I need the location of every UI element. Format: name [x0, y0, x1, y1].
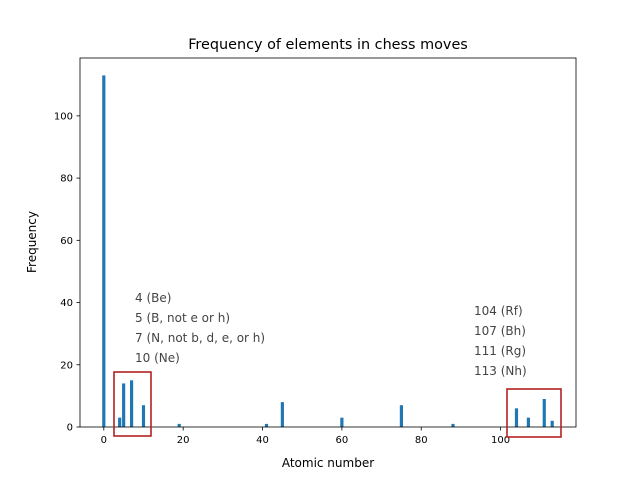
bar-45	[280, 402, 284, 427]
bar-19	[177, 423, 181, 427]
annotation-left-line: 7 (N, not b, d, e, or h)	[135, 331, 265, 345]
y-axis-label: Frequency	[25, 211, 39, 273]
bars	[102, 75, 554, 427]
bar-113	[550, 420, 554, 427]
annotation-left-line: 10 (Ne)	[135, 351, 180, 365]
y-tick-label: 40	[60, 298, 73, 309]
bar-88	[451, 423, 455, 427]
y-tick-label: 80	[60, 174, 73, 185]
bar-104	[514, 408, 519, 427]
x-tick-label: 0	[101, 435, 107, 446]
plot-frame	[79, 57, 577, 428]
bar-4	[118, 417, 122, 427]
annotation-left-line: 5 (B, not e or h)	[135, 311, 230, 325]
y-tick-label: 100	[54, 111, 73, 122]
bar-107	[526, 417, 530, 427]
annotation-left: 4 (Be) 5 (B, not e or h) 7 (N, not b, d,…	[135, 291, 265, 365]
x-tick-label: 40	[256, 435, 269, 446]
bar-75	[399, 405, 403, 427]
highlight-box-right	[506, 388, 562, 438]
bar-7	[129, 380, 134, 427]
annotation-right: 104 (Rf) 107 (Bh) 111 (Rg) 113 (Nh)	[474, 304, 527, 378]
x-tick-label: 20	[177, 435, 190, 446]
y-axis-ticks: 0 20 40 60 80 100	[54, 111, 80, 434]
bar-41	[264, 423, 269, 427]
annotation-left-line: 4 (Be)	[135, 291, 171, 305]
bar-60	[340, 417, 344, 427]
x-axis-label: Atomic number	[282, 456, 374, 470]
annotation-right-line: 104 (Rf)	[474, 304, 523, 318]
bar-111	[542, 398, 546, 427]
annotation-right-line: 111 (Rg)	[474, 344, 526, 358]
bar-0	[102, 75, 106, 427]
x-axis-ticks: 0 20 40 60 80 100	[101, 427, 510, 446]
x-tick-label: 80	[415, 435, 428, 446]
y-tick-label: 0	[67, 423, 73, 434]
bar-5	[122, 383, 126, 427]
highlight-box-left	[113, 371, 152, 437]
x-tick-label: 60	[336, 435, 349, 446]
bar-10	[141, 405, 146, 427]
chart-title: Frequency of elements in chess moves	[188, 37, 468, 53]
x-tick-label: 100	[491, 435, 510, 446]
y-tick-label: 20	[60, 360, 73, 371]
annotation-right-line: 113 (Nh)	[474, 364, 527, 378]
y-tick-label: 60	[60, 236, 73, 247]
annotation-right-line: 107 (Bh)	[474, 324, 526, 338]
